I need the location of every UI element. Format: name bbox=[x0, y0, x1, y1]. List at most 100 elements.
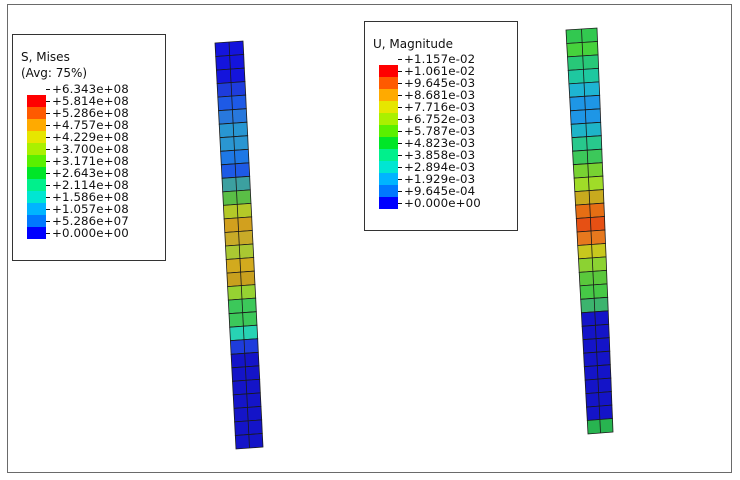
legend-swatch bbox=[27, 131, 46, 143]
legend-swatch bbox=[379, 89, 398, 101]
legend-label: +6.752e-03 bbox=[404, 112, 476, 126]
legend-swatch bbox=[27, 191, 46, 203]
mesh-divider bbox=[592, 271, 594, 285]
legend-tick bbox=[398, 155, 402, 156]
legend-label: +2.643e+08 bbox=[52, 166, 129, 180]
mesh-divider bbox=[591, 257, 594, 272]
mesh-divider bbox=[581, 42, 584, 56]
mesh-divider bbox=[233, 136, 235, 151]
legend-label: +0.000e+00 bbox=[404, 196, 481, 210]
stress-deformed-bar bbox=[214, 40, 264, 450]
mesh-divider bbox=[588, 177, 590, 191]
mesh-divider bbox=[245, 366, 247, 381]
mesh-divider bbox=[242, 326, 245, 340]
stress-legend-subtitle: (Avg: 75%) bbox=[21, 66, 88, 80]
mesh-divider bbox=[588, 190, 591, 205]
legend-swatch bbox=[379, 185, 398, 197]
mesh-divider bbox=[594, 311, 596, 326]
mesh-divider bbox=[583, 82, 586, 97]
legend-swatch bbox=[27, 155, 46, 167]
mesh-divider bbox=[243, 339, 246, 354]
legend-tick bbox=[46, 233, 50, 234]
legend-swatch bbox=[27, 179, 46, 191]
legend-label: +2.114e+08 bbox=[52, 178, 129, 192]
stress-legend: S, Mises (Avg: 75%) +6.343e+08 +5.814e+08… bbox=[12, 34, 166, 261]
legend-swatch bbox=[27, 215, 46, 227]
mesh-divider bbox=[236, 190, 238, 205]
mesh-divider bbox=[238, 231, 240, 246]
mesh-divider bbox=[229, 69, 232, 83]
mesh-divider bbox=[242, 312, 244, 327]
mesh-divider bbox=[239, 258, 242, 273]
legend-tick bbox=[46, 113, 50, 114]
mesh-divider bbox=[241, 299, 244, 313]
mesh-divider bbox=[230, 82, 233, 97]
legend-swatch bbox=[379, 173, 398, 185]
legend-swatch bbox=[379, 101, 398, 113]
mesh-divider bbox=[595, 338, 598, 353]
legend-label: +9.645e-03 bbox=[404, 76, 476, 90]
mesh-divider bbox=[598, 406, 601, 420]
legend-label: +0.000e+00 bbox=[52, 226, 129, 240]
mesh-divider bbox=[237, 217, 239, 232]
legend-tick bbox=[398, 179, 402, 180]
legend-tick bbox=[398, 191, 402, 192]
mesh-divider bbox=[586, 150, 589, 164]
legend-swatch bbox=[379, 77, 398, 89]
mesh-divider bbox=[248, 434, 250, 449]
mesh-divider bbox=[596, 352, 598, 366]
legend-label: +4.823e-03 bbox=[404, 136, 476, 150]
legend-label: +7.716e-03 bbox=[404, 100, 476, 114]
mesh-divider bbox=[245, 380, 248, 394]
mesh-divider bbox=[229, 55, 231, 70]
legend-label: +8.681e-03 bbox=[404, 88, 476, 102]
legend-tick bbox=[398, 71, 402, 72]
legend-tick bbox=[46, 221, 50, 222]
mesh-divider bbox=[590, 230, 593, 245]
legend-swatch bbox=[379, 149, 398, 161]
mesh-divider bbox=[593, 284, 595, 299]
mesh-divider bbox=[591, 244, 593, 258]
mesh-divider bbox=[235, 177, 237, 191]
mesh-divider bbox=[234, 163, 237, 178]
legend-tick bbox=[46, 137, 50, 138]
mesh-divider bbox=[595, 325, 597, 339]
legend-swatch bbox=[379, 197, 398, 209]
legend-label: +9.645e-04 bbox=[404, 184, 476, 198]
legend-label: +2.894e-03 bbox=[404, 160, 476, 174]
legend-label: +1.057e+08 bbox=[52, 202, 129, 216]
legend-label: +1.061e-02 bbox=[404, 64, 476, 78]
mesh-divider bbox=[232, 109, 234, 124]
mesh-divider bbox=[597, 379, 599, 393]
displacement-legend: U, Magnitude +1.157e-02 +1.061e-02 +9.645e… bbox=[364, 21, 518, 231]
legend-label: +3.171e+08 bbox=[52, 154, 129, 168]
legend-tick bbox=[398, 59, 402, 60]
legend-tick bbox=[46, 161, 50, 162]
legend-tick bbox=[398, 143, 402, 144]
mesh-divider bbox=[581, 28, 583, 43]
mesh-divider bbox=[236, 204, 239, 218]
legend-tick bbox=[46, 89, 50, 90]
legend-swatch bbox=[27, 203, 46, 215]
legend-swatch bbox=[379, 161, 398, 173]
legend-tick bbox=[46, 125, 50, 126]
mesh-divider bbox=[247, 407, 249, 421]
legend-tick bbox=[398, 119, 402, 120]
legend-swatch bbox=[379, 125, 398, 137]
mesh-divider bbox=[585, 123, 587, 137]
legend-label: +4.757e+08 bbox=[52, 118, 129, 132]
legend-tick bbox=[46, 173, 50, 174]
mesh-divider bbox=[228, 41, 231, 56]
mesh-divider bbox=[232, 123, 235, 137]
legend-swatch bbox=[27, 143, 46, 155]
legend-label: +5.814e+08 bbox=[52, 94, 129, 108]
legend-label: +5.787e-03 bbox=[404, 124, 476, 138]
mesh-divider bbox=[599, 419, 601, 434]
mesh-divider bbox=[589, 217, 592, 232]
legend-label: +1.586e+08 bbox=[52, 190, 129, 204]
legend-tick bbox=[398, 131, 402, 132]
legend-tick bbox=[398, 167, 402, 168]
legend-tick bbox=[46, 101, 50, 102]
legend-label: +5.286e+08 bbox=[52, 106, 129, 120]
